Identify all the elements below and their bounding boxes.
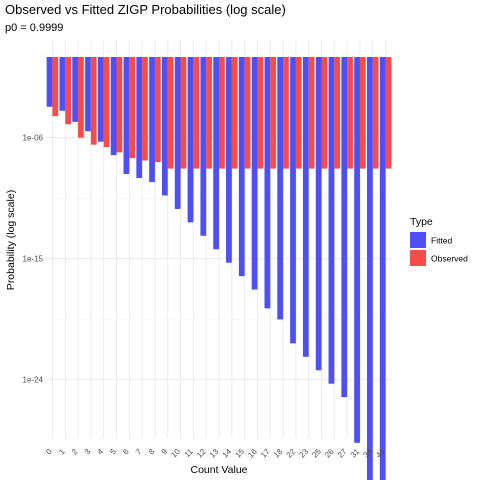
bar-fitted-23 (302, 57, 309, 357)
x-axis-title: Count Value (190, 464, 247, 476)
bar-observed-4 (103, 57, 110, 148)
x-tick-label: 14 (221, 447, 234, 460)
bar-fitted-11 (187, 57, 194, 223)
bar-fitted-10 (174, 57, 181, 209)
bar-observed-12 (206, 57, 212, 169)
bar-observed-15 (244, 57, 251, 169)
x-tick-label: 31 (349, 447, 362, 460)
y-tick-label: 1e-24 (23, 376, 44, 385)
x-tick-label: 7 (134, 447, 144, 457)
bar-observed-41 (385, 57, 392, 169)
x-tick-label: 13 (208, 447, 221, 460)
x-tick-label: 15 (233, 447, 246, 460)
bar-observed-17 (270, 57, 277, 169)
x-tick-label: 8 (147, 447, 157, 457)
chart-title: Observed vs Fitted ZIGP Probabilities (l… (5, 2, 286, 17)
x-axis-ticks: 0 1 2 3 4 5 6 7 8 9 10 11 12 13 14 15 16 17 18 22 23 25 26 27 31… (44, 447, 387, 460)
bar-fitted-17 (264, 57, 271, 309)
bar-fitted-0 (46, 57, 53, 107)
y-tick-label: 1e-06 (23, 134, 44, 143)
x-tick-label: 22 (285, 447, 298, 460)
bar-fitted-2 (72, 57, 79, 122)
bar-observed-26 (334, 57, 341, 169)
bar-observed-10 (180, 57, 187, 169)
bar-fitted-22 (290, 57, 296, 344)
bar-fitted-25 (315, 57, 322, 371)
bar-fitted-6 (123, 57, 130, 174)
bar-fitted-13 (213, 57, 219, 250)
x-tick-label: 6 (121, 447, 131, 457)
bar-observed-1 (65, 57, 71, 125)
bar-observed-6 (129, 57, 136, 159)
bar-observed-16 (257, 57, 264, 169)
x-tick-label: 16 (246, 447, 259, 460)
x-tick-label: 27 (336, 447, 349, 460)
bar-fitted-15 (238, 57, 245, 277)
bar-observed-11 (193, 57, 200, 169)
bar-observed-25 (321, 57, 328, 169)
bar-observed-13 (219, 57, 225, 169)
x-tick-label: 25 (310, 447, 323, 460)
bar-observed-0 (52, 57, 59, 117)
bar-fitted-8 (149, 57, 155, 183)
bar-observed-9 (167, 57, 174, 169)
bar-fitted-12 (200, 57, 207, 236)
x-tick-label: 18 (272, 447, 285, 460)
x-tick-label: 17 (259, 447, 272, 460)
legend-swatch-fitted (410, 232, 426, 248)
bar-observed-8 (154, 57, 161, 163)
bar-fitted-5 (110, 57, 117, 156)
bar-observed-27 (347, 57, 353, 169)
bar-observed-34 (372, 57, 379, 169)
legend-swatch-observed (410, 250, 426, 266)
bar-observed-14 (231, 57, 238, 169)
bar-observed-31 (359, 57, 366, 169)
bar-observed-22 (295, 57, 302, 169)
bar-observed-7 (142, 57, 148, 161)
x-tick-label: 26 (323, 447, 336, 460)
bar-observed-2 (78, 57, 84, 138)
x-tick-label: 2 (70, 447, 80, 457)
bars (46, 57, 392, 480)
x-tick-label: 3 (83, 447, 93, 457)
bar-fitted-26 (328, 57, 335, 384)
bar-fitted-41 (379, 57, 386, 480)
plot-area (46, 40, 392, 480)
x-tick-label: 9 (160, 447, 170, 457)
legend-title: Type (410, 216, 433, 228)
y-tick-label: 1e-15 (23, 255, 44, 264)
x-tick-label: 11 (183, 447, 196, 460)
bar-fitted-9 (161, 57, 168, 196)
bar-fitted-18 (277, 57, 284, 320)
legend: Type Fitted Observed (410, 216, 468, 266)
legend-label-observed: Observed (431, 254, 468, 264)
bar-fitted-3 (85, 57, 91, 132)
bar-fitted-31 (354, 57, 360, 443)
bar-observed-18 (283, 57, 289, 169)
bar-fitted-27 (341, 57, 348, 398)
bar-fitted-7 (136, 57, 143, 178)
y-axis-title: Probability (log scale) (5, 190, 17, 290)
x-tick-label: 10 (169, 447, 182, 460)
x-tick-label: 23 (297, 447, 310, 460)
bar-fitted-4 (97, 57, 104, 142)
x-tick-label: 1 (57, 447, 67, 457)
x-tick-label: 5 (108, 447, 118, 457)
bar-observed-5 (116, 57, 123, 153)
bar-fitted-16 (251, 57, 258, 290)
bar-fitted-1 (59, 57, 66, 111)
bar-fitted-14 (226, 57, 232, 263)
bar-fitted-34 (367, 57, 373, 480)
x-tick-label: 0 (44, 447, 54, 457)
bar-observed-3 (90, 57, 97, 145)
bar-observed-23 (308, 57, 315, 169)
chart-subtitle: p0 = 0.9999 (5, 22, 63, 34)
legend-label-fitted: Fitted (431, 236, 453, 246)
x-tick-label: 12 (195, 447, 208, 460)
x-tick-label: 4 (96, 447, 106, 457)
